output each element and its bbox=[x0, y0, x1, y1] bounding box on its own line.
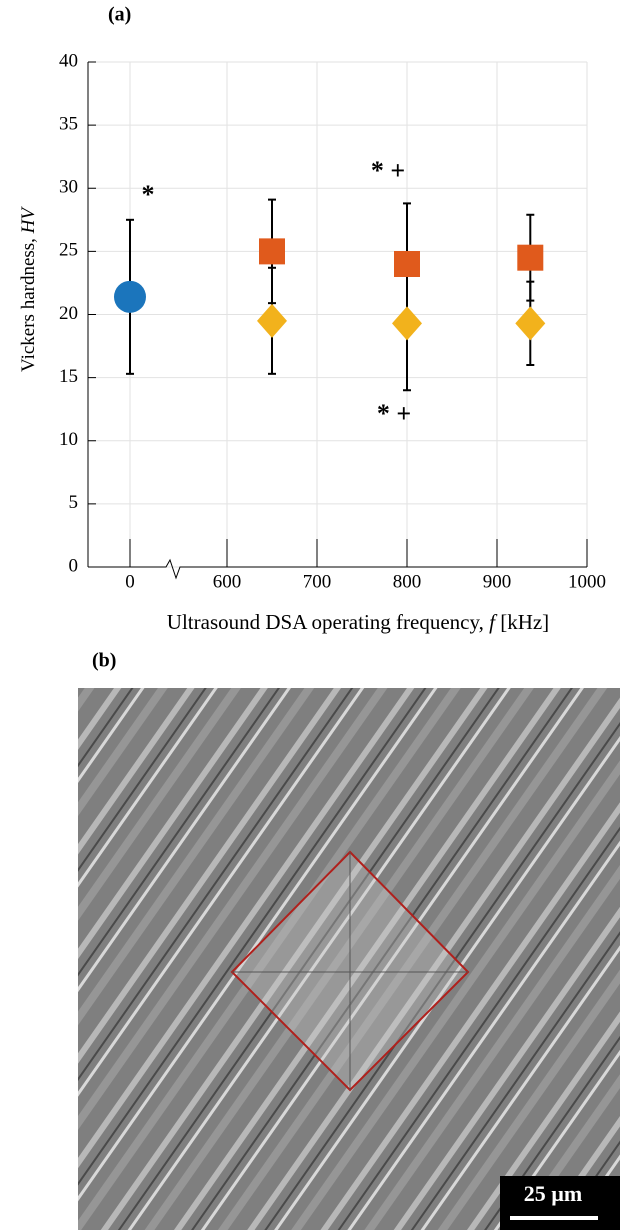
marker bbox=[515, 306, 546, 341]
annotation: * + bbox=[371, 156, 405, 185]
y-axis-label: Vickers hardness, HV bbox=[18, 206, 39, 372]
panel-label: (b) bbox=[92, 650, 116, 672]
annotation: * bbox=[142, 180, 155, 209]
marker bbox=[114, 280, 146, 313]
y-tick-label: 30 bbox=[59, 177, 78, 198]
x-tick-label: 700 bbox=[303, 571, 332, 592]
x-tick-label: 600 bbox=[213, 571, 242, 592]
x-tick-label: 800 bbox=[393, 571, 422, 592]
x-tick-label: 0 bbox=[125, 571, 135, 592]
y-tick-label: 0 bbox=[69, 555, 79, 576]
marker bbox=[392, 306, 422, 341]
y-tick-label: 15 bbox=[59, 366, 78, 387]
x-label-unit: [kHz] bbox=[500, 610, 549, 634]
y-tick-label: 10 bbox=[59, 429, 78, 450]
annotation: * + bbox=[377, 399, 411, 428]
micrograph bbox=[78, 688, 620, 1230]
x-tick-label: 900 bbox=[483, 571, 512, 592]
plot: 0 5 10 15 20 25 30 35 40 0 600 700 800 900 1000 * * + * + bbox=[59, 50, 606, 592]
panel-label: (a) bbox=[108, 4, 131, 26]
marker bbox=[517, 244, 544, 271]
y-label-var: HV bbox=[18, 206, 39, 235]
scale-bar-label: 25 µm bbox=[524, 1181, 583, 1206]
y-label-text: Vickers hardness, bbox=[18, 238, 39, 372]
x-axis bbox=[88, 558, 587, 580]
y-tick-label: 40 bbox=[59, 50, 78, 71]
x-axis-label: Ultrasound DSA operating frequency, f [k… bbox=[167, 610, 549, 634]
marker bbox=[259, 238, 285, 265]
sem-image: 25 µm bbox=[78, 688, 620, 1230]
scale-bar-box bbox=[500, 1176, 620, 1230]
x-label-text: Ultrasound DSA operating frequency, bbox=[167, 610, 484, 634]
y-tick-label: 5 bbox=[69, 492, 79, 513]
marker bbox=[394, 251, 420, 277]
y-tick-label: 25 bbox=[59, 240, 78, 261]
y-tick-label: 20 bbox=[59, 303, 78, 324]
marker bbox=[257, 303, 287, 338]
x-tick-label: 1000 bbox=[568, 571, 606, 592]
y-tick-label: 35 bbox=[59, 113, 78, 134]
x-label-var: f bbox=[489, 610, 498, 634]
